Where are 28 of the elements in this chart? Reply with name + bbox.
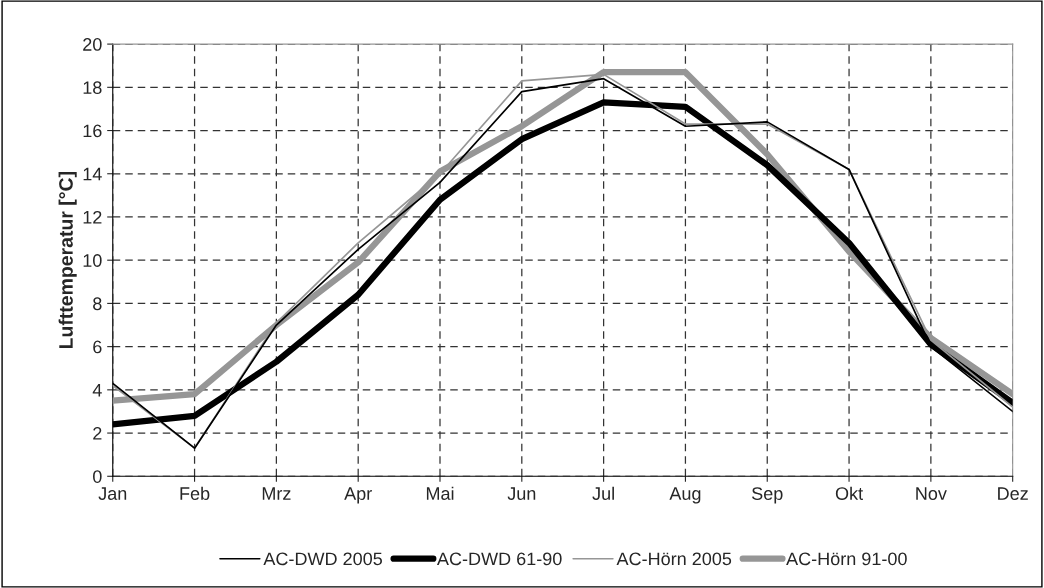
- x-tick-label: Jan: [98, 487, 127, 500]
- legend-label: AC-DWD 61-90: [436, 552, 562, 566]
- y-tick-label: 14: [83, 167, 102, 181]
- x-tick-label: Nov: [916, 487, 947, 500]
- x-tick-label: Jun: [507, 487, 536, 500]
- y-tick-label: 18: [83, 81, 102, 95]
- y-tick-label: 0: [93, 470, 102, 483]
- y-tick-label: 8: [93, 297, 102, 311]
- y-axis-title: Lufttemperatur [°C]: [58, 172, 77, 349]
- y-tick-label: 2: [93, 427, 102, 440]
- x-tick-label: Sep: [752, 487, 783, 504]
- x-tick-label: Feb: [180, 486, 210, 500]
- y-tick-label: 20: [83, 38, 102, 51]
- y-tick-label: 6: [93, 340, 102, 354]
- y-tick-label: 4: [92, 383, 102, 397]
- x-tick-label: Okt: [835, 486, 863, 500]
- legend-label: AC-Hörn 2005: [616, 552, 732, 566]
- legend-label: AC-DWD 2005: [263, 552, 382, 566]
- x-tick-label: Mai: [426, 486, 454, 500]
- x-tick-label: Apr: [344, 487, 372, 504]
- y-tick-label: 10: [83, 254, 102, 267]
- y-tick-label: 16: [83, 124, 102, 138]
- y-tick-label: 12: [83, 210, 102, 224]
- x-tick-label: Aug: [669, 487, 701, 504]
- x-tick-label: Mrz: [262, 487, 291, 500]
- x-tick-label: Jul: [592, 486, 614, 500]
- x-tick-label: Dez: [998, 487, 1028, 500]
- legend-label: AC-Hörn 91-00: [786, 552, 907, 566]
